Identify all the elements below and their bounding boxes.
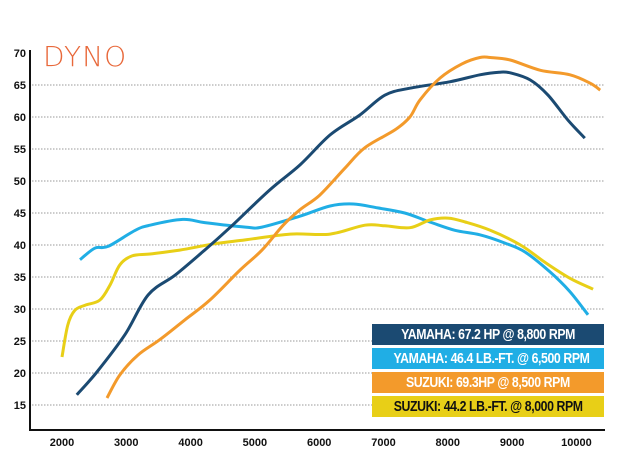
- legend-entry-suzuki-hp: SUZUKI: 69.3HP @ 8,500 RPM: [372, 372, 604, 393]
- chart-title: DYNO: [43, 40, 128, 73]
- legend-entry-suzuki-torque: SUZUKI: 44.2 LB.-FT. @ 8,000 RPM: [372, 396, 604, 417]
- y-tick-label: 25: [14, 336, 26, 348]
- legend-label: SUZUKI: 44.2 LB.-FT. @ 8,000 RPM: [393, 398, 583, 415]
- y-tick-label: 20: [14, 368, 26, 380]
- legend-label: SUZUKI: 69.3HP @ 8,500 RPM: [406, 374, 570, 391]
- x-tick-label: 6000: [307, 437, 331, 449]
- y-tick-label: 50: [14, 176, 26, 188]
- x-axis-tick-labels: 2000 3000 4000 5000 6000 7000 8000 9000 10000: [50, 437, 592, 449]
- legend-entry-yamaha-torque: YAMAHA: 46.4 LB.-FT. @ 6,500 RPM: [372, 348, 604, 369]
- series-line-suzuki-torque: [60, 216, 594, 358]
- x-tick-label: 8000: [436, 437, 460, 449]
- y-axis-tick-labels: 15 20 25 30 35 40 45 50 55 60 65 70: [14, 48, 26, 412]
- series-line-suzuki-hp: [105, 55, 602, 399]
- x-tick-label: 2000: [50, 437, 74, 449]
- gridlines: [32, 84, 604, 406]
- y-tick-label: 55: [14, 144, 26, 156]
- y-tick-label: 30: [14, 304, 26, 316]
- y-tick-label: 60: [14, 112, 26, 124]
- x-tick-label: 10000: [561, 437, 592, 449]
- series-line-yamaha-hp: [75, 70, 586, 396]
- x-tick-label: 4000: [178, 437, 202, 449]
- y-tick-label: 70: [14, 48, 26, 60]
- y-tick-label: 65: [14, 80, 26, 92]
- legend-entry-yamaha-hp: YAMAHA: 67.2 HP @ 8,800 RPM: [372, 324, 604, 345]
- x-tick-label: 9000: [500, 437, 524, 449]
- series-lines: [60, 55, 602, 399]
- y-tick-label: 40: [14, 240, 26, 252]
- x-tick-label: 7000: [371, 437, 395, 449]
- legend-label: YAMAHA: 67.2 HP @ 8,800 RPM: [401, 326, 575, 343]
- legend-label: YAMAHA: 46.4 LB.-FT. @ 6,500 RPM: [393, 350, 590, 367]
- x-tick-label: 5000: [243, 437, 267, 449]
- x-tick-label: 3000: [114, 437, 138, 449]
- y-tick-label: 45: [14, 208, 26, 220]
- y-tick-label: 15: [14, 400, 26, 412]
- y-tick-label: 35: [14, 272, 26, 284]
- series-line-yamaha-torque: [79, 202, 590, 316]
